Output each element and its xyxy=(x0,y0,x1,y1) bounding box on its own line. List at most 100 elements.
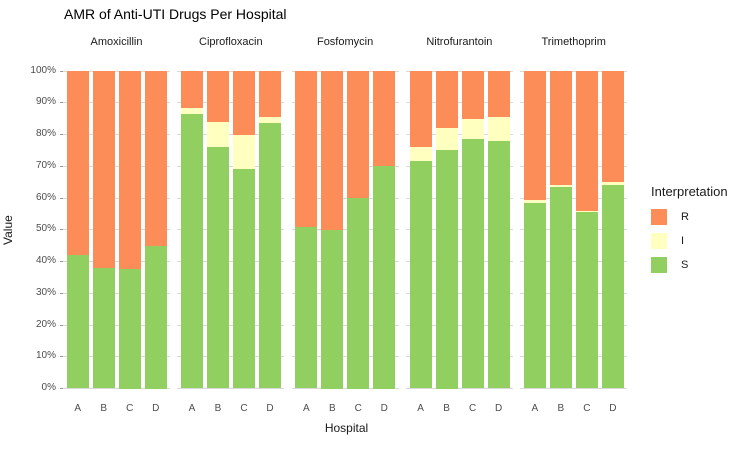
x-axis-tick-label: B xyxy=(328,403,336,414)
x-axis-tick-label: C xyxy=(240,403,248,414)
bar-segment-r xyxy=(601,71,624,183)
y-axis-tick-label: 40% xyxy=(35,255,56,266)
bar-segment-i xyxy=(233,134,255,170)
bar-segment-s xyxy=(233,169,255,389)
x-axis-tick-label: A xyxy=(74,403,82,414)
gridline xyxy=(63,261,170,262)
legend-swatch-s xyxy=(651,257,667,273)
gridline xyxy=(63,388,170,389)
bar-segment-r xyxy=(549,71,572,186)
gridline xyxy=(177,70,285,72)
y-axis-tick xyxy=(59,229,63,231)
gridline xyxy=(520,356,628,358)
bar-segment-r xyxy=(409,71,432,148)
bar-segment-s xyxy=(435,150,458,389)
gridline xyxy=(291,134,399,135)
legend-label: R xyxy=(681,211,689,223)
y-axis-tick-label: 30% xyxy=(35,286,56,298)
bar-segment-i xyxy=(259,117,281,124)
gridline xyxy=(291,229,399,231)
legend-title: Interpretation xyxy=(651,184,728,199)
gridline xyxy=(177,261,285,262)
gridline xyxy=(291,165,399,167)
gridline xyxy=(520,261,628,262)
facet-strip-label: Nitrofurantoin xyxy=(426,36,493,48)
y-axis-tick-label: 80% xyxy=(35,128,56,139)
bar-segment-s xyxy=(295,226,318,389)
gridline xyxy=(63,324,170,326)
gridline xyxy=(291,102,399,104)
bar-segment-s xyxy=(92,267,115,389)
gridline xyxy=(177,292,285,294)
y-axis-tick xyxy=(59,70,63,72)
bar-segment-r xyxy=(144,71,167,246)
x-axis-tick-label: A xyxy=(531,403,539,414)
legend-item: I xyxy=(651,233,728,249)
x-axis-tick-label: D xyxy=(609,403,617,414)
bar-segment-r xyxy=(92,71,115,268)
gridline xyxy=(63,165,170,167)
bar-segment-r xyxy=(435,71,458,129)
bar-segment-s xyxy=(601,185,624,389)
y-axis-tick-label: 20% xyxy=(35,318,56,330)
y-axis-tick xyxy=(59,261,63,262)
facet-strip-label: Trimethoprim xyxy=(541,36,606,48)
gridline xyxy=(405,134,513,135)
gridline xyxy=(405,70,513,72)
y-axis-tick-label: 60% xyxy=(35,191,56,203)
gridline xyxy=(405,165,513,167)
bar-segment-i xyxy=(487,117,510,141)
legend-label: S xyxy=(681,259,689,271)
x-axis-title: Hospital xyxy=(324,421,369,435)
gridline xyxy=(405,292,513,294)
y-axis-tick-label: 0% xyxy=(41,382,56,393)
bar-segment-s xyxy=(575,212,598,389)
gridline xyxy=(177,134,285,135)
bar-segment-r xyxy=(207,71,229,122)
bar-segment-s xyxy=(144,245,167,389)
gridline xyxy=(291,388,399,389)
bar-segment-r xyxy=(575,71,598,211)
y-axis-tick xyxy=(59,197,63,199)
gridline xyxy=(520,134,628,135)
y-axis-tick xyxy=(59,324,63,326)
facet-strip-label: Ciprofloxacin xyxy=(199,36,263,48)
y-axis-tick-label: 100% xyxy=(30,64,56,76)
x-axis-tick-label: D xyxy=(494,403,503,414)
bar-segment-i xyxy=(601,182,624,186)
gridline xyxy=(405,197,513,199)
bar-segment-s xyxy=(118,269,141,389)
y-axis-title: Value xyxy=(1,215,15,245)
x-axis-tick-label: C xyxy=(354,403,362,414)
gridline xyxy=(177,388,285,389)
gridline xyxy=(177,165,285,167)
bar-segment-i xyxy=(549,185,572,187)
bar-segment-r xyxy=(321,71,344,230)
bar-segment-s xyxy=(321,229,344,389)
x-axis-tick-label: D xyxy=(266,403,274,414)
gridline xyxy=(405,356,513,358)
gridline xyxy=(63,356,170,358)
gridline xyxy=(63,292,170,294)
y-axis-tick-label: 70% xyxy=(35,159,56,171)
gridline xyxy=(63,102,170,104)
gridline xyxy=(291,197,399,199)
y-axis-tick xyxy=(59,292,63,294)
x-axis-tick-label: B xyxy=(443,403,450,414)
gridline xyxy=(63,70,170,72)
gridline xyxy=(405,261,513,262)
legend-item: S xyxy=(651,257,728,273)
gridline xyxy=(520,165,628,167)
bar-segment-r xyxy=(233,71,255,135)
x-axis-tick-label: A xyxy=(417,403,424,414)
bar-segment-s xyxy=(259,123,281,389)
legend-item: R xyxy=(651,209,728,225)
x-axis-tick-label: C xyxy=(583,403,591,414)
bar-segment-i xyxy=(575,210,598,213)
bar-segment-s xyxy=(66,255,89,389)
x-axis-tick-label: D xyxy=(152,403,160,414)
bar-segment-s xyxy=(373,166,396,389)
gridline xyxy=(291,70,399,72)
gridline xyxy=(520,388,628,389)
